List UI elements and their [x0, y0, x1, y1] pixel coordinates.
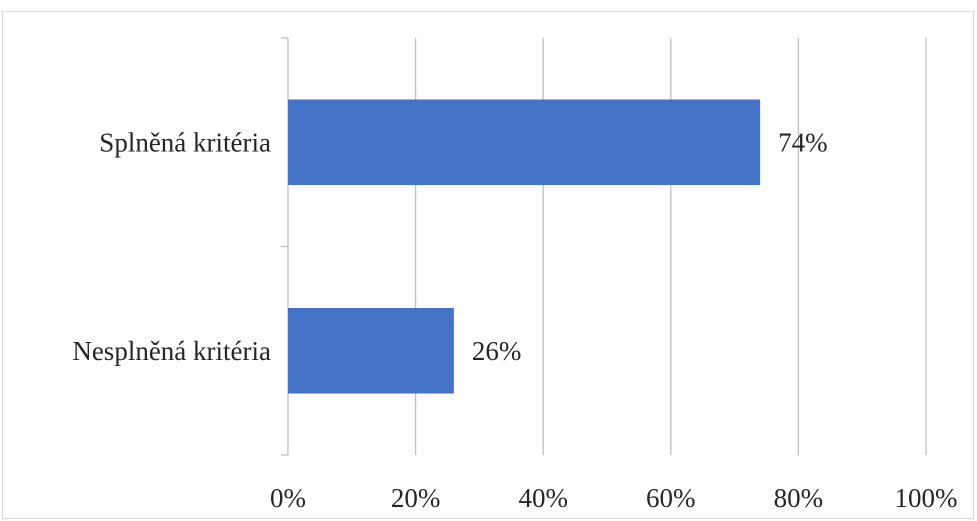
data-label: 74% — [778, 127, 828, 157]
x-tick-label: 80% — [774, 483, 824, 513]
x-tick-label: 40% — [518, 483, 568, 513]
bar — [288, 308, 454, 394]
category-label: Nesplněná kritéria — [72, 336, 271, 366]
bar — [288, 99, 761, 185]
chart-frame — [2, 11, 974, 519]
category-label: Splněná kritéria — [99, 127, 271, 157]
x-tick-label: 100% — [895, 483, 958, 513]
x-tick-label: 20% — [391, 483, 441, 513]
x-tick-label: 0% — [270, 483, 306, 513]
data-label: 26% — [472, 336, 522, 366]
x-tick-label: 60% — [646, 483, 696, 513]
labels: 0% 20% 40% 60% 80% 100% Splněná kritéria 74% Nes… — [72, 127, 957, 513]
y-axis — [281, 37, 289, 456]
bars — [288, 99, 761, 394]
